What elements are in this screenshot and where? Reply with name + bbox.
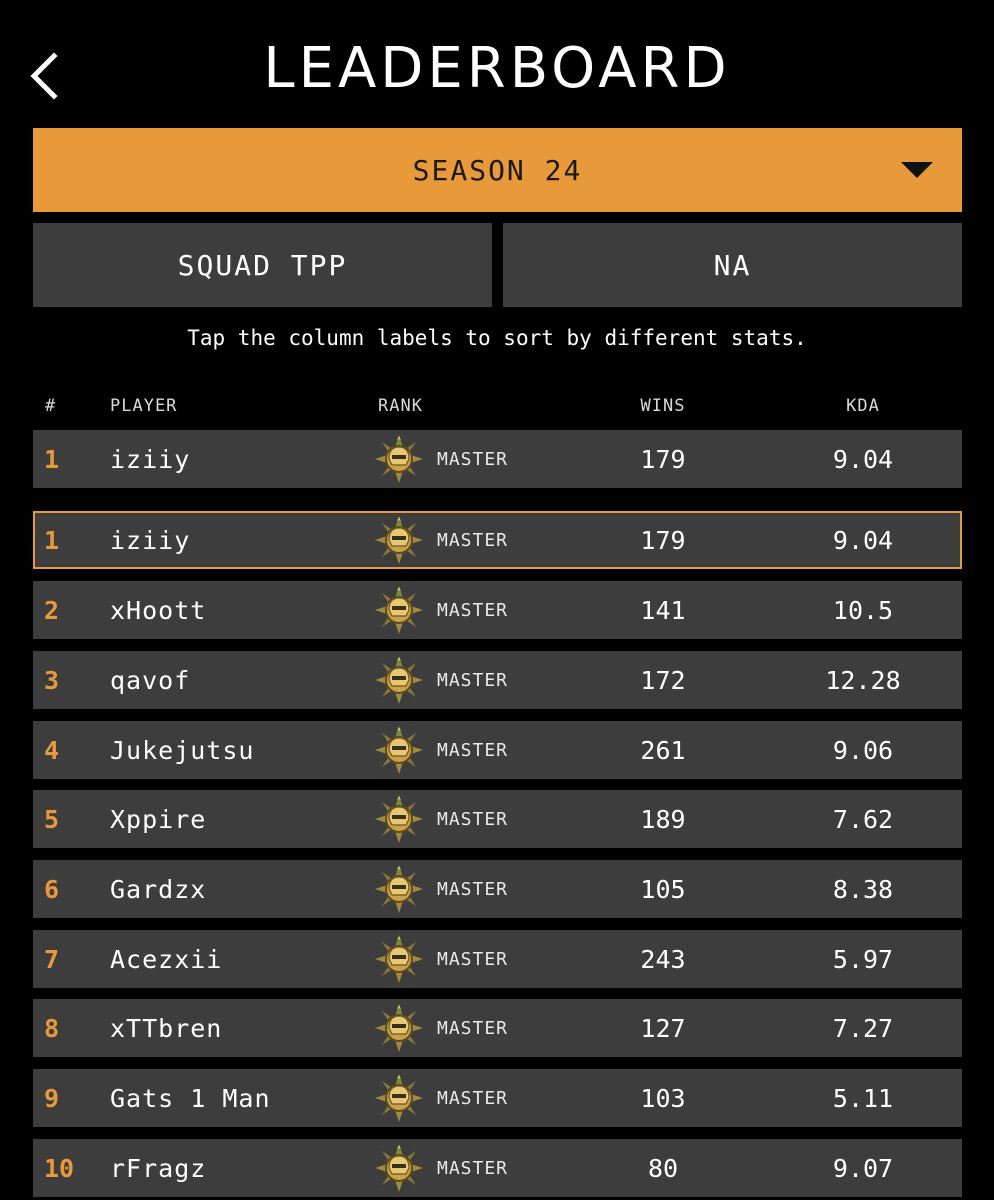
rank-position: 4 bbox=[44, 735, 60, 765]
back-button[interactable] bbox=[26, 48, 66, 104]
rank-label: MASTER bbox=[437, 739, 509, 761]
player-name: Gats 1 Man bbox=[110, 1083, 271, 1113]
wins-value: 179 bbox=[640, 444, 686, 474]
kda-value: 9.07 bbox=[832, 1153, 894, 1183]
kda-value: 9.04 bbox=[832, 444, 894, 474]
master-rank-badge-icon bbox=[373, 860, 425, 918]
master-rank-badge-icon bbox=[373, 430, 425, 488]
kda-value: 8.38 bbox=[832, 874, 894, 904]
kda-value: 7.62 bbox=[832, 804, 894, 834]
kda-value: 7.27 bbox=[832, 1013, 894, 1043]
kda-value: 5.97 bbox=[832, 944, 894, 974]
season-dropdown[interactable]: SEASON 24 bbox=[33, 128, 962, 212]
rank-label: MASTER bbox=[437, 808, 509, 830]
kda-value: 12.28 bbox=[825, 665, 901, 695]
rank-position: 6 bbox=[44, 874, 60, 904]
column-header-kda[interactable]: KDA bbox=[846, 396, 880, 416]
wins-value: 103 bbox=[640, 1083, 686, 1113]
mode-filter-button[interactable]: SQUAD TPP bbox=[33, 223, 492, 307]
sort-hint: Tap the column labels to sort by differe… bbox=[187, 326, 807, 350]
kda-value: 5.11 bbox=[832, 1083, 894, 1113]
player-name: qavof bbox=[110, 665, 191, 695]
rank-position: 2 bbox=[44, 595, 60, 625]
player-name: xHoott bbox=[110, 595, 207, 625]
table-row[interactable]: 10 rFragz MASTER 80 9.07 bbox=[33, 1139, 962, 1197]
kda-value: 10.5 bbox=[832, 595, 894, 625]
master-rank-badge-icon bbox=[373, 651, 425, 709]
rank-position: 8 bbox=[44, 1013, 60, 1043]
column-header-rank[interactable]: RANK bbox=[378, 396, 423, 416]
wins-value: 172 bbox=[640, 665, 686, 695]
caret-down-icon bbox=[901, 162, 933, 178]
table-row[interactable]: 8 xTTbren MASTER 127 7.27 bbox=[33, 999, 962, 1057]
player-name: iziiy bbox=[110, 525, 191, 555]
table-row[interactable]: 1 iziiy MASTER 179 9.04 bbox=[33, 430, 962, 488]
wins-value: 261 bbox=[640, 735, 686, 765]
table-row[interactable]: 7 Acezxii MASTER 243 5.97 bbox=[33, 930, 962, 988]
rank-label: MASTER bbox=[437, 878, 509, 900]
rank-position: 5 bbox=[44, 804, 60, 834]
rank-label: MASTER bbox=[437, 599, 509, 621]
player-name: Jukejutsu bbox=[110, 735, 255, 765]
table-row[interactable]: 5 Xppire MASTER 189 7.62 bbox=[33, 790, 962, 848]
player-name: iziiy bbox=[110, 444, 191, 474]
rank-position: 10 bbox=[44, 1153, 75, 1183]
master-rank-badge-icon bbox=[373, 930, 425, 988]
kda-value: 9.04 bbox=[832, 525, 894, 555]
region-filter-button[interactable]: NA bbox=[503, 223, 962, 307]
master-rank-badge-icon bbox=[373, 999, 425, 1057]
master-rank-badge-icon bbox=[373, 1069, 425, 1127]
column-header-pos[interactable]: # bbox=[45, 396, 57, 416]
player-name: Gardzx bbox=[110, 874, 207, 904]
wins-value: 105 bbox=[640, 874, 686, 904]
rank-position: 7 bbox=[44, 944, 60, 974]
master-rank-badge-icon bbox=[373, 790, 425, 848]
kda-value: 9.06 bbox=[832, 735, 894, 765]
rank-label: MASTER bbox=[437, 529, 509, 551]
player-name: rFragz bbox=[110, 1153, 207, 1183]
table-row[interactable]: 3 qavof MASTER 172 12.28 bbox=[33, 651, 962, 709]
season-label: SEASON 24 bbox=[412, 153, 583, 187]
wins-value: 80 bbox=[647, 1153, 679, 1183]
rank-position: 1 bbox=[44, 525, 60, 555]
page-title: LEADERBOARD bbox=[263, 36, 731, 101]
table-row[interactable]: 2 xHoott MASTER 141 10.5 bbox=[33, 581, 962, 639]
master-rank-badge-icon bbox=[373, 511, 425, 569]
rank-label: MASTER bbox=[437, 1017, 509, 1039]
table-row[interactable]: 4 Jukejutsu MASTER 261 9.06 bbox=[33, 721, 962, 779]
rank-position: 1 bbox=[44, 444, 60, 474]
rank-label: MASTER bbox=[437, 1157, 509, 1179]
rank-label: MASTER bbox=[437, 1087, 509, 1109]
wins-value: 127 bbox=[640, 1013, 686, 1043]
wins-value: 243 bbox=[640, 944, 686, 974]
rank-label: MASTER bbox=[437, 948, 509, 970]
master-rank-badge-icon bbox=[373, 581, 425, 639]
player-name: Acezxii bbox=[110, 944, 223, 974]
rank-position: 9 bbox=[44, 1083, 60, 1113]
rank-label: MASTER bbox=[437, 448, 509, 470]
header: LEADERBOARD bbox=[0, 0, 994, 128]
player-name: xTTbren bbox=[110, 1013, 223, 1043]
table-row[interactable]: 9 Gats 1 Man MASTER 103 5.11 bbox=[33, 1069, 962, 1127]
table-row[interactable]: 6 Gardzx MASTER 105 8.38 bbox=[33, 860, 962, 918]
player-name: Xppire bbox=[110, 804, 207, 834]
master-rank-badge-icon bbox=[373, 1139, 425, 1197]
master-rank-badge-icon bbox=[373, 721, 425, 779]
self-row[interactable]: 1 iziiy MASTER 179 9.04 bbox=[33, 511, 962, 569]
wins-value: 141 bbox=[640, 595, 686, 625]
wins-value: 189 bbox=[640, 804, 686, 834]
column-header-wins[interactable]: WINS bbox=[640, 396, 686, 416]
column-header-player[interactable]: PLAYER bbox=[110, 396, 178, 416]
filter-bar: SQUAD TPP NA bbox=[33, 223, 962, 307]
rank-position: 3 bbox=[44, 665, 60, 695]
wins-value: 179 bbox=[640, 525, 686, 555]
rank-label: MASTER bbox=[437, 669, 509, 691]
chevron-left-icon bbox=[30, 52, 58, 100]
